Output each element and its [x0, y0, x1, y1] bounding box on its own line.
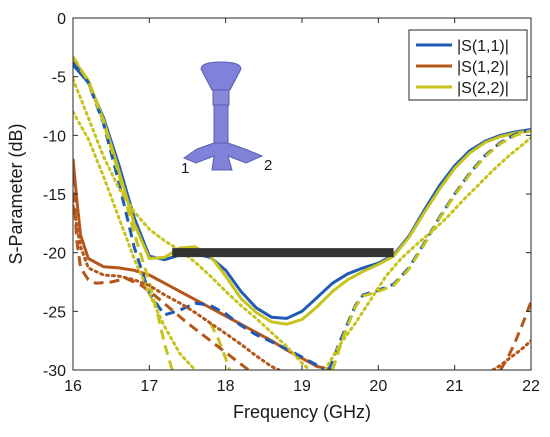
legend-label: |S(2,2)|	[457, 80, 509, 97]
series-line-8	[73, 176, 250, 370]
series-line-0	[73, 63, 531, 320]
x-tick-label: 20	[369, 378, 387, 395]
series-line-13	[73, 204, 281, 370]
x-axis-title: Frequency (GHz)	[233, 402, 371, 422]
y-tick-label: -25	[43, 304, 66, 321]
y-tick-label: -10	[43, 128, 66, 145]
series-line-10	[73, 77, 312, 370]
y-tick-label: -5	[52, 70, 66, 87]
x-tick-label: 19	[293, 378, 311, 395]
legend: |S(1,1)| |S(1,2)| |S(2,2)|	[408, 29, 528, 101]
series-line-6	[209, 322, 231, 370]
antenna-horn	[200, 61, 242, 91]
x-tick-label: 16	[64, 378, 82, 395]
antenna-neck	[212, 89, 230, 106]
y-tick-label: -30	[43, 363, 66, 380]
y-tick-label: 0	[57, 11, 66, 28]
series-line-12	[323, 136, 531, 370]
port-label-2: 2	[264, 157, 272, 174]
y-tick-label: -15	[43, 187, 66, 204]
series-line-7	[331, 129, 531, 370]
y-axis-title: S-Parameter (dB)	[6, 123, 26, 264]
axis-ticks: 16 17 18 19 20 21 220-5-10-15-20-25-30	[43, 11, 540, 395]
series-line-1	[73, 158, 333, 370]
series-layer	[73, 55, 531, 370]
series-line-14	[491, 339, 531, 370]
port-label-1: 1	[181, 160, 189, 177]
series-line-5	[73, 55, 174, 370]
y-tick-label: -20	[43, 246, 66, 263]
series-line-9	[499, 301, 531, 370]
legend-label: |S(1,2)|	[457, 59, 509, 76]
series-line-11	[73, 110, 197, 370]
antenna-inset: 1 2	[181, 61, 272, 177]
x-tick-label: 22	[522, 378, 540, 395]
antenna-stem	[213, 104, 229, 146]
series-line-2	[73, 58, 531, 326]
antenna-base	[182, 142, 264, 171]
legend-label: |S(1,1)|	[457, 38, 509, 55]
series-line-3	[73, 61, 326, 370]
x-tick-label: 18	[217, 378, 235, 395]
x-tick-label: 17	[140, 378, 158, 395]
x-tick-label: 21	[446, 378, 464, 395]
